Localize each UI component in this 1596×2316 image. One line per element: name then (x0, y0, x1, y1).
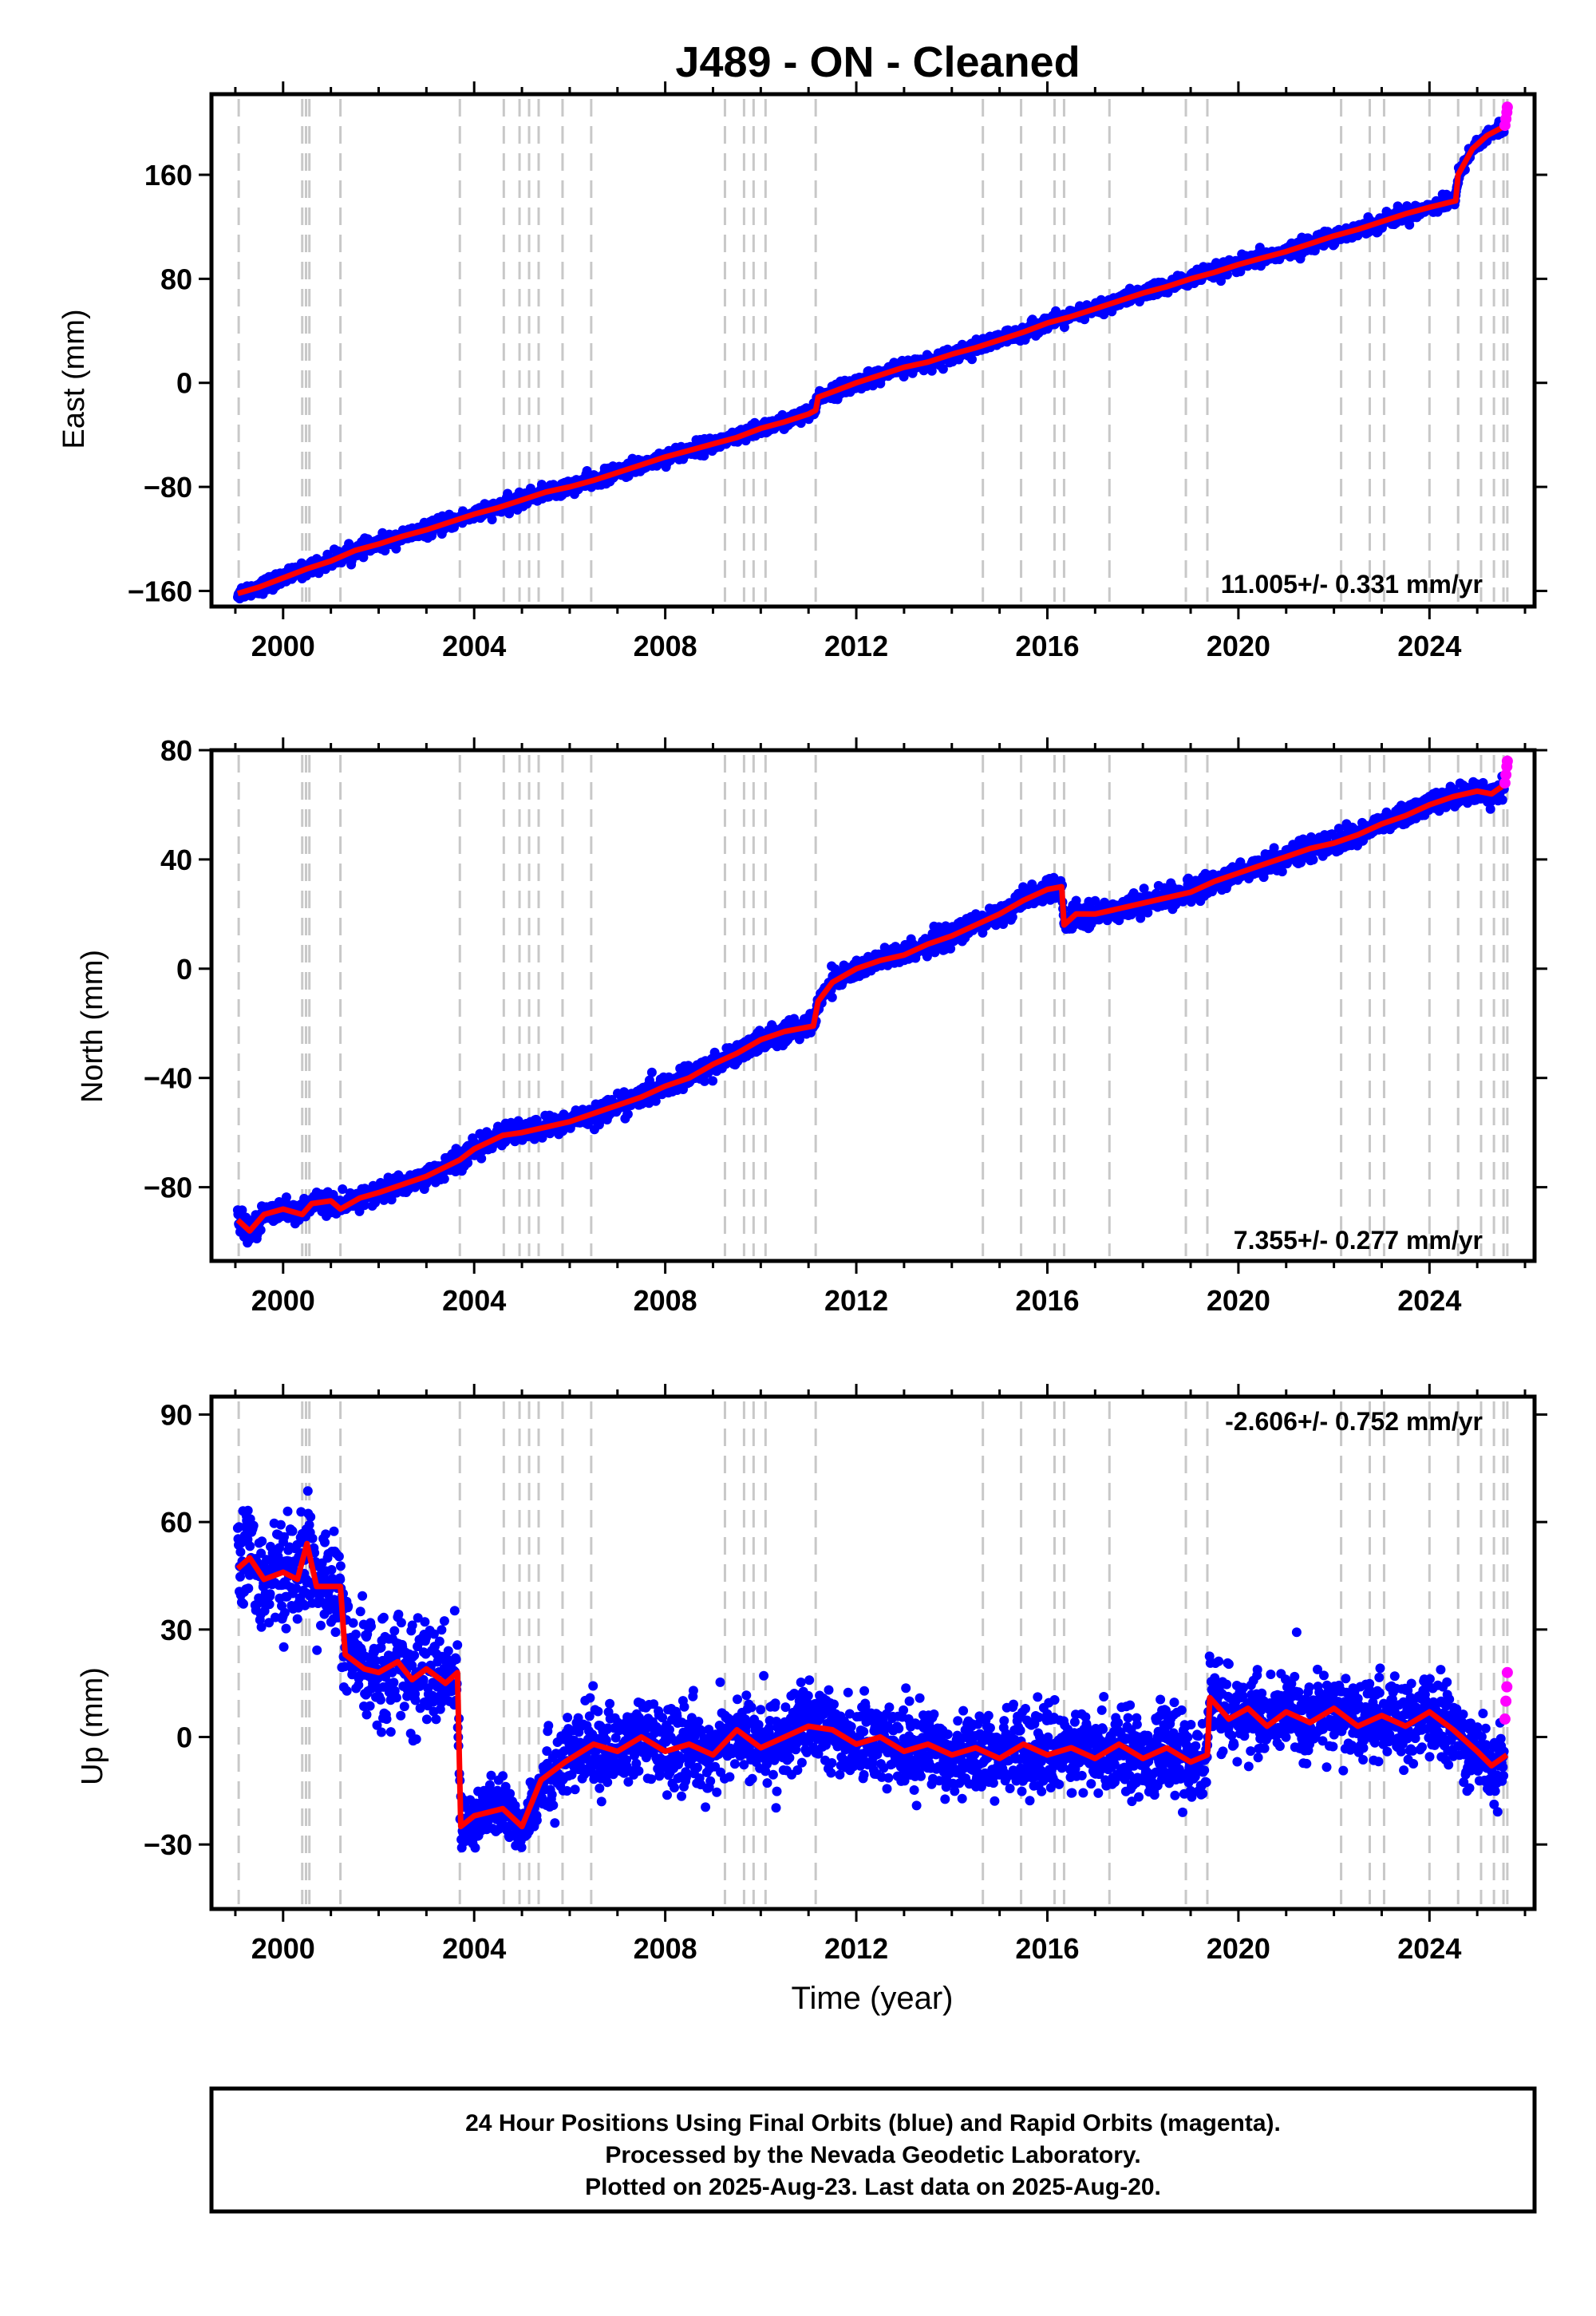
north-final-orbit-point (386, 1195, 397, 1205)
east-y-tick-label: −80 (144, 471, 192, 504)
north-final-orbit-point (946, 943, 956, 954)
north-final-orbit-point (255, 1225, 266, 1235)
north-final-orbit-point (1277, 867, 1287, 877)
north-final-orbit-point (1308, 855, 1318, 865)
north-final-orbit-point (241, 1212, 251, 1223)
east-x-tick-label: 2012 (824, 630, 888, 662)
east-panel: East (mm) −160 −80 0 80 160 2000 2004 2008 2012 2… (57, 81, 1547, 662)
east-x-tick-label: 2024 (1397, 630, 1461, 662)
east-final-orbit-point (504, 508, 515, 519)
north-final-orbit-point (476, 1153, 487, 1164)
north-final-orbit-point (708, 1076, 718, 1086)
north-final-orbit-point (646, 1067, 657, 1077)
east-y-axis-label: East (mm) (57, 309, 91, 449)
north-final-orbit-point (281, 1192, 291, 1203)
east-x-tick-label: 2008 (634, 630, 697, 662)
east-rapid-orbit-point (1501, 101, 1513, 113)
east-x-tick-label: 2000 (251, 630, 315, 662)
north-final-orbit-point (1143, 907, 1153, 918)
north-final-orbit-point (1183, 873, 1194, 883)
east-x-tick-label: 2004 (442, 630, 506, 662)
north-final-orbit-point (237, 1205, 247, 1215)
north-final-orbit-point (699, 1076, 709, 1086)
east-final-orbit-point (1216, 276, 1226, 287)
east-y-tick-label: 80 (160, 263, 192, 295)
north-final-orbit-point (463, 1158, 473, 1168)
east-y-tick-label: 160 (144, 159, 192, 192)
north-final-orbit-point (1296, 857, 1306, 868)
north-final-orbit-point (622, 1109, 633, 1120)
east-x-tick-label: 2016 (1015, 630, 1079, 662)
east-final-orbit-point (967, 354, 977, 365)
north-final-orbit-point (1139, 883, 1149, 894)
north-final-orbit-point (1269, 843, 1279, 853)
figure-title: J489 - ON - Cleaned (675, 38, 1080, 86)
north-y-axis-label: North (mm) (76, 950, 109, 1103)
north-final-orbit-point (1136, 913, 1146, 923)
east-final-orbit-point (1404, 219, 1415, 230)
north-final-orbit-point (1071, 895, 1081, 906)
east-y-tick-label: −160 (128, 575, 192, 607)
north-final-orbit-point (1007, 912, 1017, 923)
east-x-tick-label: 2020 (1207, 630, 1270, 662)
east-y-tick-label: 0 (176, 367, 192, 400)
north-final-orbit-point (827, 992, 837, 1002)
east-rate-label: 11.005+/- 0.331 mm/yr (1221, 570, 1483, 599)
east-final-orbit-point (1222, 270, 1232, 280)
east-plot-frame (209, 92, 1537, 609)
north-final-orbit-point (338, 1184, 348, 1194)
north-final-orbit-point (439, 1174, 449, 1184)
north-final-orbit-point (879, 943, 890, 953)
east-model-line (236, 124, 1508, 597)
east-final-orbit-point (938, 364, 948, 374)
east-final-orbit-point (1310, 246, 1320, 256)
east-final-orbit-point (487, 515, 497, 524)
